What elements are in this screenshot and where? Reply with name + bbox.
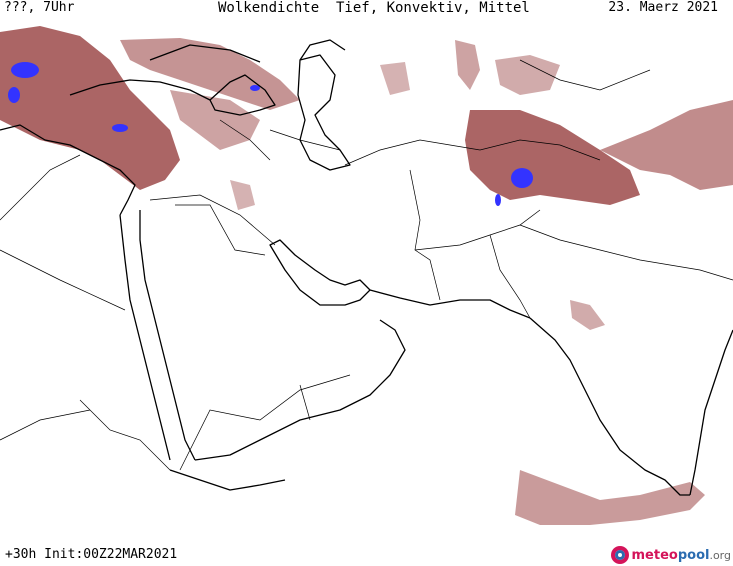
valid-time-label: ???, 7Uhr: [4, 0, 75, 15]
convective-core: [112, 124, 128, 132]
caspian-sea: [297, 54, 351, 171]
convective-core: [11, 62, 39, 78]
border: [179, 374, 351, 471]
cloud-patch: [380, 62, 410, 95]
logo-icon: [610, 546, 629, 564]
border: [219, 119, 271, 161]
border: [299, 384, 311, 421]
border: [175, 204, 266, 256]
red-sea-west: [119, 214, 171, 461]
cloud-patch: [0, 26, 180, 190]
border: [519, 224, 733, 281]
border: [519, 59, 651, 91]
border: [0, 409, 91, 441]
arabia-south: [194, 319, 406, 461]
border: [0, 249, 126, 311]
border: [409, 169, 441, 301]
convective-core: [511, 168, 533, 188]
border: [344, 139, 481, 166]
border: [79, 399, 171, 471]
border: [269, 129, 341, 151]
border: [0, 154, 81, 221]
date-label: 23. Maerz 2021: [608, 0, 718, 15]
map-title: Wolkendichte Tief, Konvektiv, Mittel: [218, 0, 530, 16]
cloud-layer: [0, 26, 733, 525]
caspian-north: [299, 39, 346, 61]
weather-map: [0, 22, 733, 526]
convective-core: [250, 85, 260, 91]
cloud-patch: [120, 38, 300, 110]
coastlines: [0, 39, 733, 496]
cloud-patch: [515, 470, 705, 525]
mediterranean-coast: [0, 124, 136, 216]
turkey-north-coast: [69, 79, 211, 101]
logo-part-1: meteo: [631, 547, 678, 563]
black-sea-east: [209, 74, 276, 116]
iran-coast: [369, 289, 531, 319]
logo-part-2: pool: [677, 547, 710, 563]
convective-cores: [8, 62, 533, 206]
cloud-patch: [170, 90, 260, 150]
cloud-patch: [495, 55, 560, 95]
borders: [0, 59, 733, 471]
horn-of-africa: [169, 469, 286, 491]
convective-core: [8, 87, 20, 103]
logo-part-3: .org: [709, 548, 731, 562]
border: [489, 234, 531, 319]
border: [479, 139, 601, 161]
black-sea-north: [149, 44, 261, 63]
border: [414, 209, 541, 251]
india-east: [689, 329, 733, 496]
border: [149, 194, 276, 246]
india-west: [529, 317, 690, 496]
logo-text: meteopool.org: [632, 548, 732, 563]
convective-core: [495, 194, 501, 206]
cloud-patch: [455, 40, 480, 90]
cloud-patch: [465, 110, 640, 205]
red-sea-east: [139, 210, 196, 461]
meteopool-logo[interactable]: meteopool.org: [610, 546, 732, 564]
persian-gulf: [269, 239, 371, 306]
cloud-patch: [230, 180, 255, 210]
run-info: +30h Init:00Z22MAR2021: [5, 547, 178, 562]
cloud-patch: [600, 100, 733, 190]
cloud-patch: [570, 300, 605, 330]
